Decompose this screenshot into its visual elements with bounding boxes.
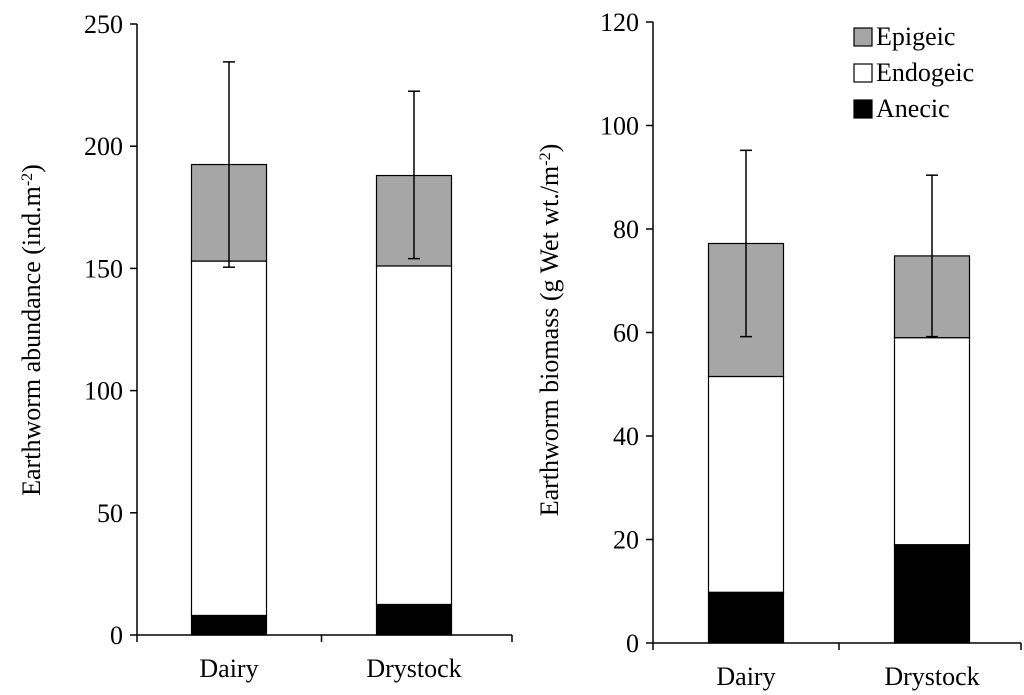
bar-anecic-dairy [707,591,785,644]
bar-endogeic-drystock [893,337,971,546]
abundance-chart: 0 50 100 150 200 250 Dairy Drystock Earthworm ab… [17,10,513,683]
y-tick-label: 150 [84,254,123,283]
x-category-label: Drystock [884,662,979,691]
y-tick-label: 0 [110,621,123,650]
legend: Epigeic Endogeic Anecic [853,22,974,123]
bar-anecic-drystock [893,544,971,644]
bar-anecic-drystock [375,603,453,636]
x-category-label: Drystock [366,654,461,683]
legend-swatch-epigeic [853,27,873,47]
y-tick-label: 200 [84,132,123,161]
y-axis-label: Earthworm biomass (g Wet wt./m-2) [535,144,564,517]
x-category-label: Dairy [716,662,775,691]
legend-label-endogeic: Endogeic [876,58,974,87]
y-tick-label: 100 [600,112,639,141]
bar-endogeic-dairy [190,260,268,617]
y-tick-label: 50 [97,499,123,528]
y-tick-label: 60 [613,319,639,348]
biomass-chart: 0 20 40 60 80 100 120 Dairy Drystock Earthworm bi… [535,8,1022,691]
y-tick-label: 120 [600,8,639,37]
bar-endogeic-dairy [707,375,785,593]
y-tick-label: 250 [84,10,123,39]
y-tick-label: 20 [613,526,639,555]
legend-label-epigeic: Epigeic [876,22,955,51]
y-tick-label: 0 [626,629,639,658]
legend-swatch-endogeic [853,63,873,83]
y-tick-label: 40 [613,422,639,451]
y-tick-label: 100 [84,377,123,406]
bar-endogeic-drystock [375,265,453,606]
y-tick-label: 80 [613,215,639,244]
x-category-label: Dairy [199,654,258,683]
legend-label-anecic: Anecic [876,94,950,123]
y-axis-label: Earthworm abundance (ind.m-2) [17,164,46,496]
legend-swatch-anecic [853,99,873,119]
bar-anecic-dairy [190,614,268,636]
